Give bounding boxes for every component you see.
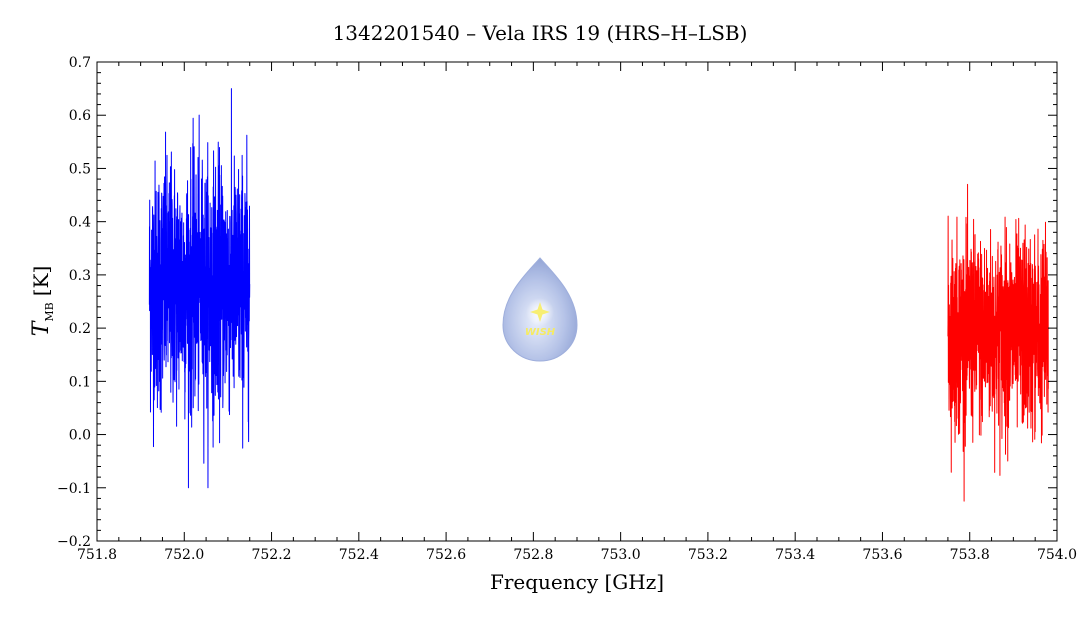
- x-tick-label: 752.4: [339, 547, 379, 563]
- plot-frame: [96, 61, 1058, 542]
- axis-ticks: [96, 61, 1058, 542]
- x-axis-label: Frequency [GHz]: [490, 570, 664, 594]
- y-axis-tick-labels: −0.2 −0.1 0.0 0.1 0.2 0.3 0.4 0.5 0.6 0.7: [57, 55, 91, 550]
- x-tick-label: 752.0: [164, 547, 204, 563]
- y-axis-label-sub: MB: [43, 302, 56, 321]
- y-axis-label: TMB [K]: [29, 266, 56, 337]
- spectrum-series-2: [947, 183, 1049, 502]
- x-tick-label: 752.8: [513, 547, 553, 563]
- plot-area: [148, 88, 1049, 502]
- y-tick-label: −0.1: [57, 481, 91, 497]
- y-tick-label: 0.3: [69, 268, 91, 284]
- x-tick-label: 753.2: [688, 547, 728, 563]
- y-axis-label-unit: [K]: [29, 266, 53, 297]
- y-axis-label-main: T: [29, 319, 54, 336]
- y-tick-label: 0.5: [69, 161, 91, 177]
- y-tick-label: 0.4: [69, 215, 91, 231]
- star-icon: [530, 302, 550, 322]
- x-tick-label: 753.6: [862, 547, 902, 563]
- x-tick-label: 754.0: [1037, 547, 1077, 563]
- x-tick-label: 753.8: [950, 547, 990, 563]
- y-tick-label: 0.6: [69, 108, 91, 124]
- y-tick-label: 0.0: [69, 428, 91, 444]
- x-axis-tick-labels: 751.8 752.0 752.2 752.4 752.6 752.8 753.0 753.2…: [77, 547, 1077, 563]
- x-tick-label: 753.4: [775, 547, 815, 563]
- x-tick-label: 752.2: [251, 547, 291, 563]
- y-tick-label: 0.7: [69, 55, 91, 71]
- svg-text:TMB[K]: TMB [K]: [29, 266, 56, 337]
- logo-text: WISH: [525, 327, 556, 338]
- y-tick-label: 0.1: [69, 374, 91, 390]
- y-tick-label: −0.2: [57, 534, 91, 550]
- x-tick-label: 753.0: [601, 547, 641, 563]
- y-tick-label: 0.2: [69, 321, 91, 337]
- x-tick-label: 752.6: [426, 547, 466, 563]
- x-tick-label: 751.8: [77, 547, 117, 563]
- spectrum-series-1: [148, 88, 251, 489]
- wish-logo: WISH: [502, 257, 578, 362]
- chart-title: 1342201540 – Vela IRS 19 (HRS–H–LSB): [333, 21, 748, 45]
